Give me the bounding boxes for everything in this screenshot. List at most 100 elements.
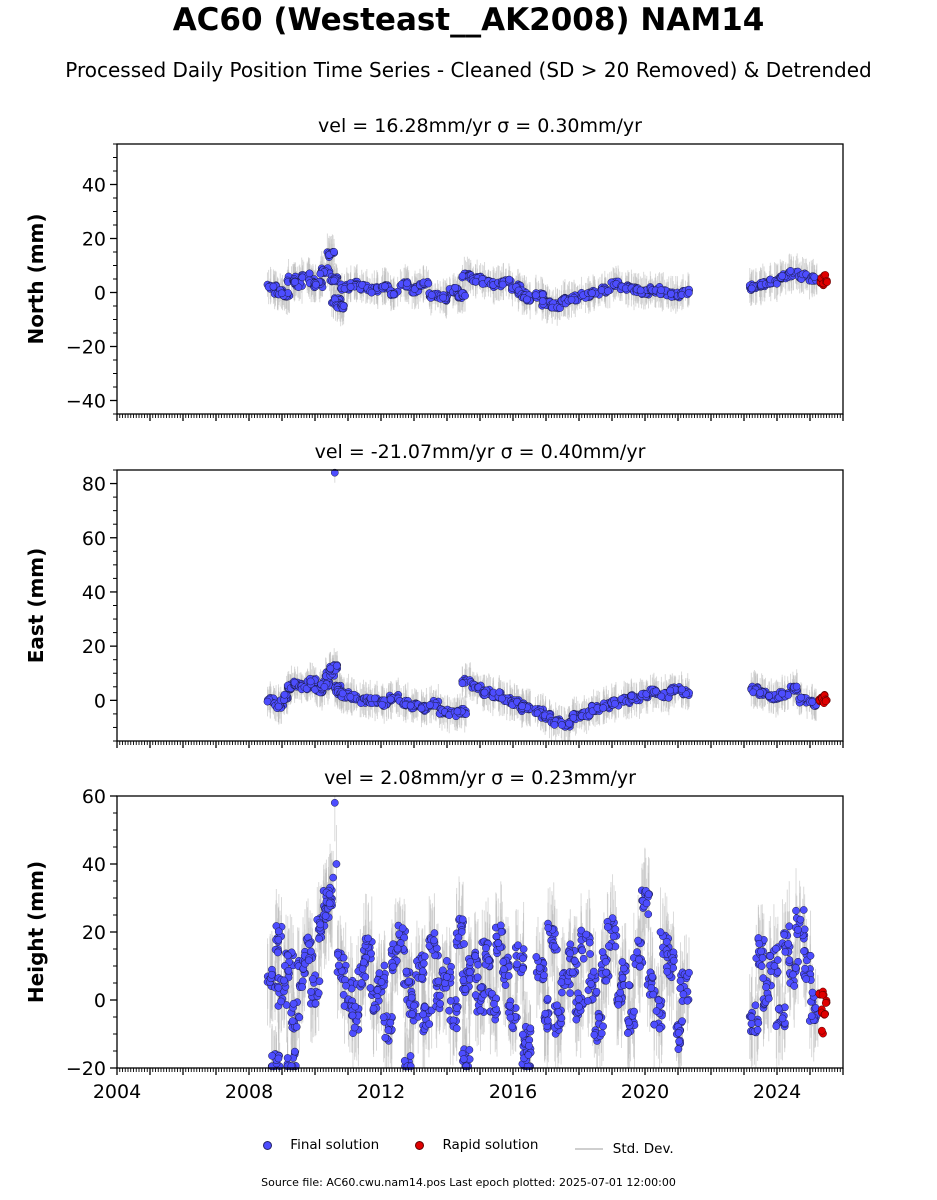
final-solution-point: [808, 697, 817, 706]
final-solution-point: [657, 692, 666, 701]
y-tick-label: 20: [82, 229, 106, 251]
final-solution-point: [292, 1023, 301, 1031]
final-solution-point: [792, 682, 801, 691]
final-solution-point: [389, 290, 398, 299]
final-solution-point: [458, 272, 467, 280]
final-solution-point: [289, 999, 298, 1008]
rapid-solution-point: [823, 278, 831, 286]
final-solution-point: [269, 282, 278, 291]
final-solution-point: [778, 689, 787, 698]
final-solution-point: [557, 721, 566, 729]
chart-subtitle: Processed Daily Position Time Series - C…: [65, 58, 872, 82]
final-solution-point: [531, 291, 540, 300]
y-tick-label: −40: [66, 391, 106, 413]
final-solution-point: [523, 295, 531, 304]
final-solution-point: [786, 267, 795, 275]
final-solution-point: [403, 279, 411, 288]
y-tick-label: −20: [66, 337, 106, 359]
final-solution-point: [410, 285, 419, 293]
final-solution-point: [685, 289, 693, 297]
final-solution-point: [298, 273, 307, 282]
final-solution-point: [338, 689, 347, 698]
final-solution-point: [381, 282, 389, 291]
final-solution-point: [283, 951, 292, 960]
final-solution-point: [498, 280, 507, 289]
final-solution-point: [599, 704, 608, 712]
final-solution-point: [274, 983, 283, 992]
panel-title-2: vel = -21.07mm/yr σ = 0.40mm/yr: [315, 441, 646, 463]
panel-frame-2: [116, 469, 844, 742]
final-solution-point: [427, 291, 436, 299]
final-solution-point: [346, 283, 355, 291]
final-solution-point: [667, 290, 675, 298]
final-solution-point: [518, 702, 526, 711]
final-solution-point: [677, 685, 686, 694]
y-axis-label-1: North (mm): [24, 213, 48, 344]
final-solution-point: [480, 688, 489, 697]
final-solution-point: [417, 704, 426, 713]
final-solution-point: [426, 701, 434, 709]
final-solution-point: [326, 664, 335, 673]
y-tick-label: 60: [82, 528, 106, 550]
final-solution-point: [603, 287, 612, 295]
final-solution-point: [747, 284, 756, 293]
y-tick-label: 0: [94, 690, 106, 712]
final-solution-point: [765, 692, 773, 700]
final-solution-point: [320, 683, 329, 691]
final-solution-point: [666, 686, 675, 695]
final-solution-point: [588, 289, 596, 297]
final-solution-point: [498, 694, 506, 703]
panel-title-1: vel = 16.28mm/yr σ = 0.30mm/yr: [318, 115, 642, 137]
final-solution-point: [263, 697, 272, 706]
final-solution-point: [339, 302, 348, 310]
final-solution-point: [346, 693, 355, 701]
final-solution-point: [370, 694, 379, 703]
final-solution-point: [611, 699, 619, 708]
y-tick-label: 0: [94, 283, 106, 305]
panel-title-3: vel = 2.08mm/yr σ = 0.23mm/yr: [324, 767, 636, 789]
final-solution-point: [495, 688, 504, 696]
final-solution-point: [277, 997, 285, 1006]
final-solution-point: [295, 1013, 304, 1022]
final-solution-point: [284, 966, 293, 975]
final-solution-point: [332, 661, 341, 670]
final-solution-point: [330, 468, 339, 477]
final-solution-point: [550, 721, 559, 729]
final-solution-point: [627, 691, 636, 700]
final-solution-point: [312, 280, 320, 289]
final-solution-point: [569, 713, 578, 722]
final-solution-point: [538, 297, 547, 306]
y-tick-label: 40: [82, 175, 106, 197]
y-tick-label: 80: [82, 474, 106, 496]
final-solution-point: [277, 289, 286, 298]
final-solution-point: [291, 278, 299, 286]
final-solution-point: [274, 935, 283, 944]
final-solution-point: [797, 693, 805, 702]
final-solution-point: [565, 719, 573, 728]
final-solution-point: [367, 288, 376, 297]
final-solution-point: [756, 689, 765, 697]
y-axis-label-2: East (mm): [24, 548, 48, 664]
final-solution-point: [810, 273, 819, 281]
final-solution-point: [280, 976, 288, 985]
y-tick-label: 20: [82, 636, 106, 658]
final-solution-point: [288, 1017, 297, 1025]
final-solution-point: [330, 276, 338, 285]
final-solution-point: [267, 970, 276, 979]
rapid-solution-point: [821, 697, 830, 706]
final-solution-point: [505, 275, 514, 284]
final-solution-point: [386, 695, 395, 704]
final-solution-point: [773, 279, 781, 288]
final-solution-point: [280, 690, 289, 699]
final-solution-point: [778, 272, 787, 280]
final-solution-point: [274, 927, 283, 936]
final-solution-point: [453, 707, 462, 716]
final-solution-point: [378, 700, 386, 709]
final-solution-point: [406, 701, 415, 710]
final-solution-point: [439, 293, 448, 302]
final-solution-point: [636, 286, 645, 295]
final-solution-point: [657, 286, 665, 295]
final-solution-point: [424, 279, 433, 288]
final-solution-point: [273, 948, 282, 957]
